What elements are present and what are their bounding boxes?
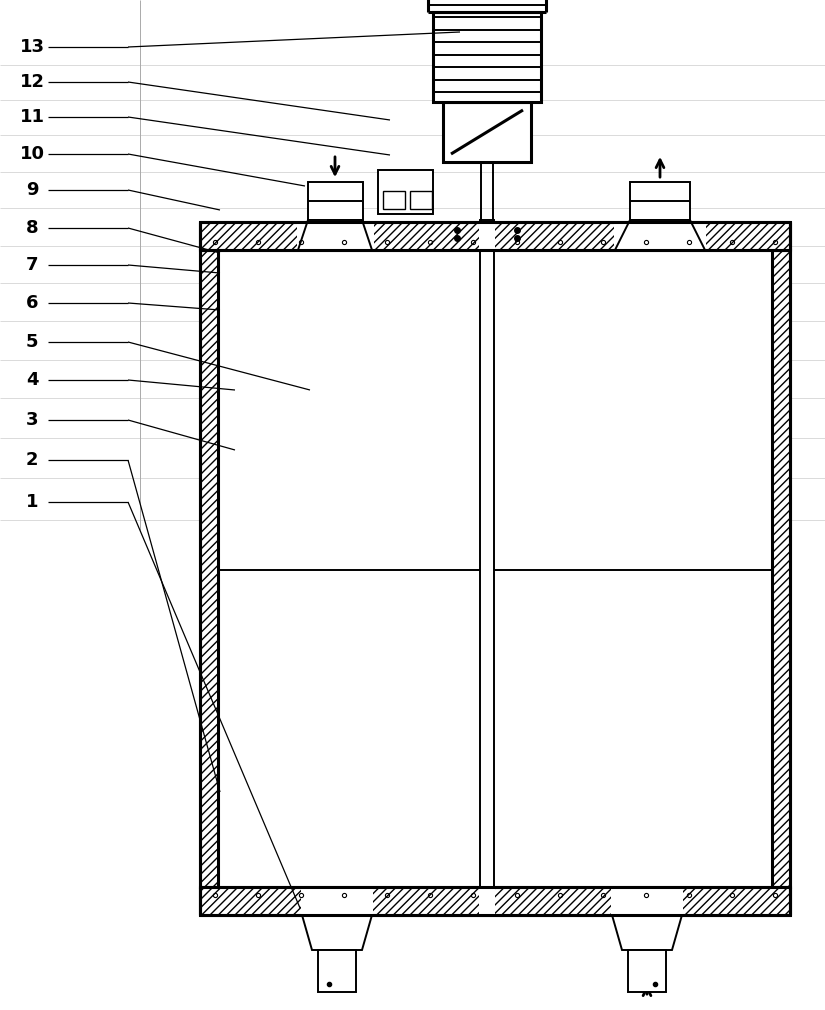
- Polygon shape: [302, 915, 372, 950]
- Text: 4: 4: [26, 371, 38, 389]
- Text: 11: 11: [20, 108, 45, 126]
- Text: 6: 6: [26, 294, 38, 312]
- Bar: [433, 12, 541, 102]
- Text: 8: 8: [26, 219, 38, 237]
- Bar: [200, 222, 790, 250]
- Bar: [200, 887, 790, 915]
- Text: 1: 1: [26, 493, 38, 511]
- Bar: [308, 182, 363, 220]
- Bar: [378, 170, 433, 214]
- Bar: [301, 886, 373, 916]
- Polygon shape: [612, 915, 682, 950]
- Bar: [410, 191, 432, 209]
- Text: 2: 2: [26, 451, 38, 469]
- Text: 3: 3: [26, 411, 38, 429]
- Bar: [479, 221, 495, 251]
- Polygon shape: [615, 220, 705, 250]
- Text: 12: 12: [20, 73, 45, 91]
- Bar: [630, 182, 690, 220]
- Text: 10: 10: [20, 145, 45, 163]
- Bar: [614, 221, 706, 251]
- Bar: [611, 886, 683, 916]
- Text: 13: 13: [20, 38, 45, 56]
- Bar: [772, 250, 790, 887]
- Polygon shape: [298, 220, 372, 250]
- Text: 7: 7: [26, 256, 38, 274]
- Bar: [200, 250, 218, 887]
- Bar: [297, 221, 374, 251]
- Bar: [443, 102, 531, 162]
- Text: 5: 5: [26, 333, 38, 351]
- Bar: [480, 220, 494, 889]
- Bar: [479, 886, 495, 916]
- Bar: [383, 191, 405, 209]
- Bar: [628, 950, 666, 992]
- Bar: [318, 950, 356, 992]
- Bar: [218, 250, 772, 887]
- Text: 9: 9: [26, 181, 38, 199]
